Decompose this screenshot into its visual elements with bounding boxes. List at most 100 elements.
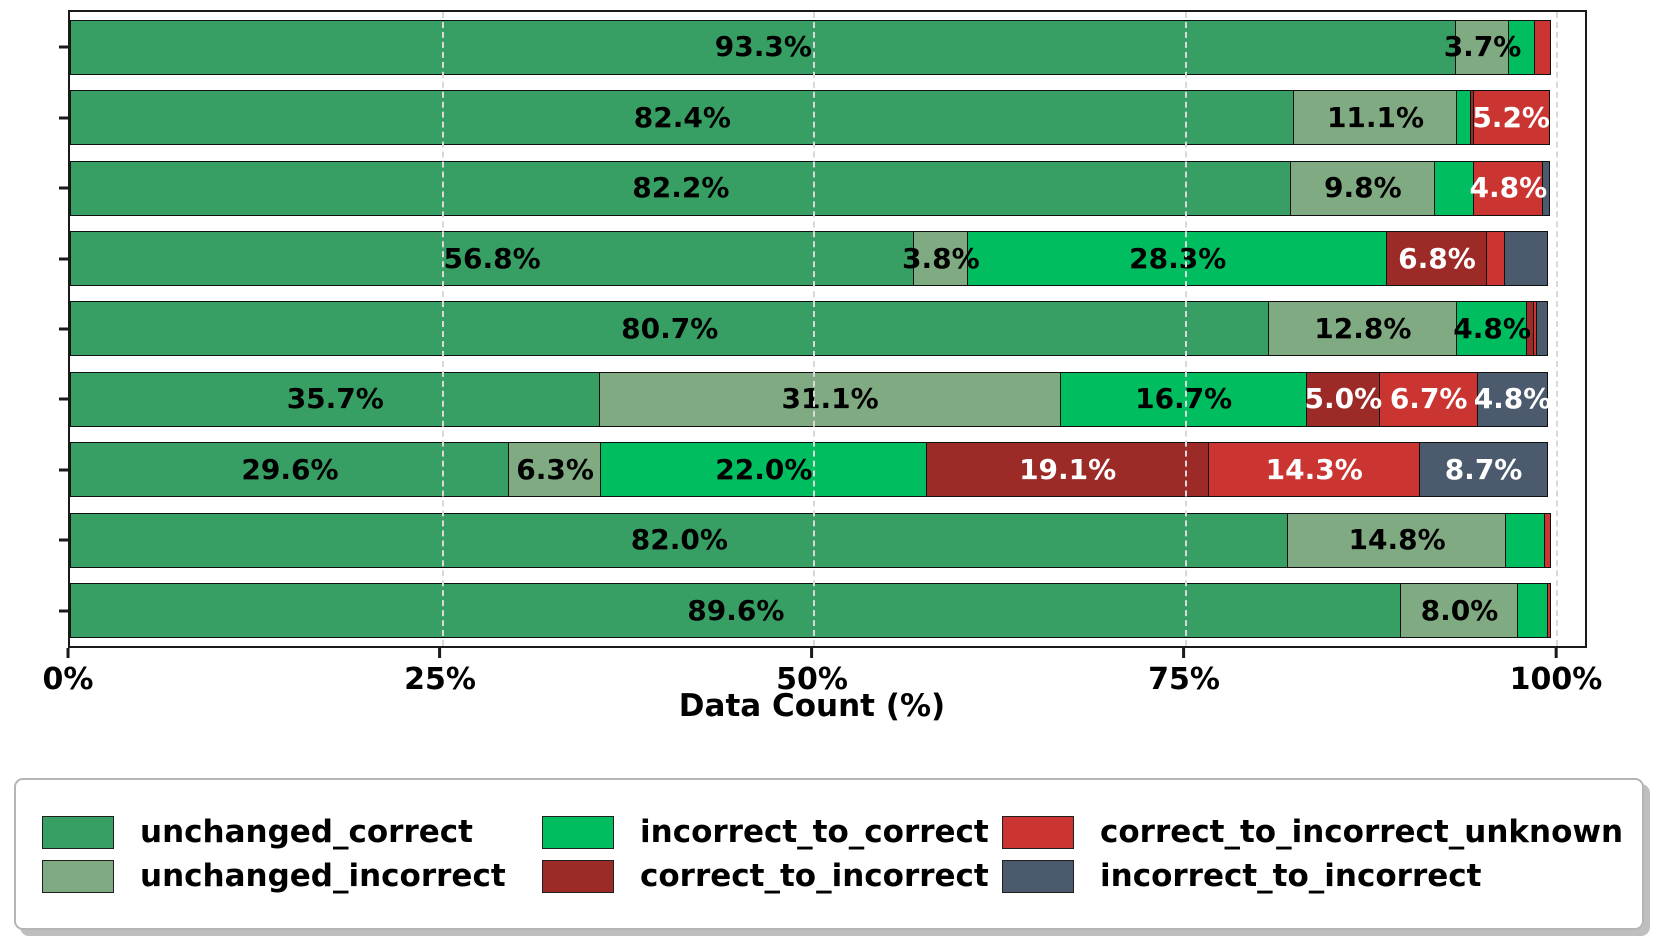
stacked-bar: 56.8% 3.8% 28.3% 6.8% [70, 231, 1556, 287]
bar-segment-unchanged_incorrect: 31.1% [598, 371, 1062, 427]
bar-segment-unchanged_correct: 82.2% [70, 160, 1292, 216]
legend-swatch-unchanged_incorrect [42, 859, 114, 893]
bar-segment-correct_to_incorrect_unknown: 5.2% [1472, 90, 1550, 146]
x-tick-100%: 100% [1510, 648, 1602, 697]
bar-segment-unchanged_correct: 82.0% [70, 512, 1289, 568]
segment-label: 93.3% [714, 30, 812, 64]
tick-mark [1182, 648, 1186, 658]
segment-label: 8.7% [1444, 452, 1523, 486]
legend-label: correct_to_incorrect [640, 858, 989, 894]
bar-segment-incorrect_to_correct [1434, 160, 1475, 216]
bar-segment-unchanged_incorrect: 12.8% [1267, 301, 1458, 357]
segment-label: 8.0% [1420, 593, 1499, 627]
bar-segment-unchanged_correct: 82.4% [70, 90, 1295, 146]
y-tick [59, 186, 68, 190]
bar-segment-unchanged_correct: 93.3% [70, 19, 1457, 75]
legend-label: incorrect_to_incorrect [1100, 858, 1482, 894]
bar-segment-unchanged_incorrect: 11.1% [1293, 90, 1458, 146]
x-tick-75%: 75% [1148, 648, 1220, 697]
segment-label: 4.8% [1453, 311, 1531, 345]
bar-segment-incorrect_to_incorrect [1542, 160, 1550, 216]
segment-label: 6.3% [516, 452, 594, 486]
tick-mark [66, 648, 70, 658]
bar-segment-incorrect_to_correct [1508, 19, 1536, 75]
legend-label: correct_to_incorrect_unknown [1100, 814, 1624, 850]
bar-row-2: 82.4% 11.1% 5.2% [59, 82, 1556, 152]
segment-label: 28.3% [1129, 241, 1227, 275]
stacked-bar: 82.0% 14.8% [70, 512, 1556, 568]
segment-label: 11.1% [1326, 100, 1425, 134]
tick-mark [1554, 648, 1558, 658]
legend-label: unchanged_incorrect [140, 858, 506, 894]
x-tick-25%: 25% [404, 648, 476, 697]
plot-area: 93.3% 3.7% 82.4% 11.1% 5.2% 82.2% 9.8% 4.8% 56.8… [59, 10, 1587, 648]
bar-segment-incorrect_to_incorrect: 4.8% [1474, 371, 1551, 427]
y-tick [59, 609, 68, 613]
legend-item-incorrect_to_correct: incorrect_to_correct [542, 814, 1002, 850]
legend-swatch-incorrect_to_correct [542, 815, 614, 849]
segment-label: 35.7% [286, 382, 384, 416]
gridline-75 [1184, 12, 1187, 646]
legend-item-incorrect_to_incorrect: incorrect_to_incorrect [1002, 858, 1623, 894]
bar-segment-unchanged_incorrect: 9.8% [1290, 160, 1436, 216]
bar-row-8: 82.0% 14.8% [59, 505, 1556, 575]
bar-segment-correct_to_incorrect: 19.1% [925, 442, 1210, 498]
legend-item-correct_to_incorrect: correct_to_incorrect [542, 858, 1002, 894]
stacked-bar: 82.2% 9.8% 4.8% [70, 160, 1556, 216]
segment-label: 82.0% [630, 523, 728, 557]
legend-item-unchanged_incorrect: unchanged_incorrect [42, 858, 542, 894]
segment-label: 19.1% [1019, 452, 1117, 486]
legend-label: incorrect_to_correct [640, 814, 989, 850]
segment-label: 5.2% [1472, 100, 1550, 134]
bar-segment-incorrect_to_correct: 28.3% [967, 231, 1389, 287]
segment-label: 80.7% [621, 311, 719, 345]
bar-segment-incorrect_to_correct: 16.7% [1059, 371, 1308, 427]
segment-label: 3.8% [901, 241, 980, 275]
bar-row-4: 56.8% 3.8% 28.3% 6.8% [59, 223, 1556, 293]
tick-label: 0% [42, 662, 94, 697]
segment-label: 6.8% [1398, 241, 1476, 275]
bar-segment-unchanged_incorrect: 14.8% [1287, 512, 1508, 568]
bar-segment-correct_to_incorrect: 6.8% [1386, 231, 1488, 287]
y-tick [59, 257, 68, 261]
bar-segment-incorrect_to_correct [1505, 512, 1546, 568]
y-tick [59, 397, 68, 401]
bar-row-7: 29.6% 6.3% 22.0% 19.1% 14.3% 8.7% [59, 435, 1556, 505]
x-axis-label: Data Count (%) [678, 688, 946, 724]
segment-label: 9.8% [1324, 171, 1402, 205]
bar-segment-correct_to_incorrect_unknown: 14.3% [1207, 442, 1421, 498]
bar-segment-unchanged_correct: 89.6% [70, 583, 1402, 639]
bar-segment-unchanged_correct: 29.6% [70, 442, 510, 498]
bars-region: 93.3% 3.7% 82.4% 11.1% 5.2% 82.2% 9.8% 4.8% 56.8… [59, 12, 1559, 646]
segment-label: 14.3% [1265, 452, 1363, 486]
stacked-bar: 82.4% 11.1% 5.2% [70, 90, 1556, 146]
segment-label: 14.8% [1348, 523, 1446, 557]
bar-segment-incorrect_to_correct: 4.8% [1453, 301, 1531, 357]
bar-segment-unchanged_correct: 80.7% [70, 301, 1270, 357]
segment-label: 5.0% [1304, 382, 1383, 416]
stacked-bar: 29.6% 6.3% 22.0% 19.1% 14.3% 8.7% [70, 442, 1556, 498]
legend-item-unchanged_correct: unchanged_correct [42, 814, 542, 850]
segment-label: 4.8% [1473, 382, 1552, 416]
x-tick-50%: 50% [776, 648, 848, 697]
tick-label: 75% [1148, 662, 1220, 697]
bar-segment-correct_to_incorrect_unknown [1533, 19, 1552, 75]
gridline-50 [813, 12, 816, 646]
bar-segment-correct_to_incorrect_unknown [1543, 512, 1552, 568]
legend-label: unchanged_correct [140, 814, 473, 850]
y-tick [59, 468, 68, 472]
segment-label: 82.2% [632, 171, 730, 205]
tick-label: 25% [404, 662, 476, 697]
bar-segment-incorrect_to_incorrect [1503, 231, 1549, 287]
segment-label: 56.8% [443, 241, 541, 275]
legend-swatch-unchanged_correct [42, 815, 114, 849]
bar-row-1: 93.3% 3.7% [59, 12, 1556, 82]
bar-row-3: 82.2% 9.8% 4.8% [59, 153, 1556, 223]
bar-segment-incorrect_to_incorrect: 8.7% [1418, 442, 1549, 498]
bar-segment-unchanged_correct: 35.7% [70, 371, 601, 427]
x-axis: 0% 25% 50% 75% 100% [43, 648, 1602, 708]
bar-row-9: 89.6% 8.0% [59, 576, 1556, 646]
bar-segment-unchanged_incorrect: 3.8% [902, 231, 980, 287]
bar-segment-correct_to_incorrect_unknown: 4.8% [1469, 160, 1547, 216]
